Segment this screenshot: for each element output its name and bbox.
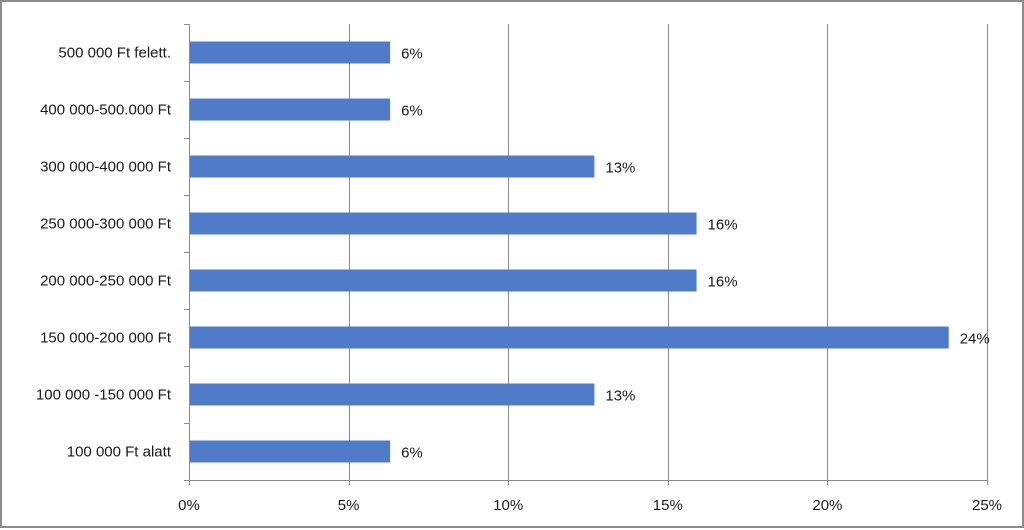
category-label: 500 000 Ft felett. [58, 45, 171, 62]
x-tick-label: 10% [493, 497, 523, 514]
data-label: 16% [708, 217, 738, 234]
bar [189, 326, 949, 349]
bar [189, 212, 697, 235]
category-label: 250 000-300 000 Ft [40, 216, 172, 233]
bar [189, 41, 391, 64]
data-label: 6% [401, 103, 423, 120]
bar [189, 269, 697, 292]
category-label: 100 000 -150 000 Ft [36, 387, 172, 404]
data-label: 6% [401, 445, 423, 462]
category-label: 100 000 Ft alatt [67, 444, 172, 461]
data-label: 16% [708, 274, 738, 291]
x-tick-label: 15% [653, 497, 683, 514]
category-label: 400 000-500.000 Ft [40, 102, 172, 119]
bar [189, 98, 391, 121]
x-tick-label: 25% [972, 497, 1002, 514]
data-label: 13% [605, 160, 635, 177]
data-label: 24% [960, 331, 990, 348]
x-tick-label: 5% [338, 497, 360, 514]
data-label: 6% [401, 46, 423, 63]
bar [189, 155, 595, 178]
category-label: 300 000-400 000 Ft [40, 159, 172, 176]
category-label: 150 000-200 000 Ft [40, 330, 172, 347]
x-tick-label: 20% [812, 497, 842, 514]
bar [189, 440, 391, 463]
x-tick-label: 0% [178, 497, 200, 514]
bar [189, 383, 595, 406]
category-label: 200 000-250 000 Ft [40, 273, 172, 290]
data-label: 13% [605, 388, 635, 405]
